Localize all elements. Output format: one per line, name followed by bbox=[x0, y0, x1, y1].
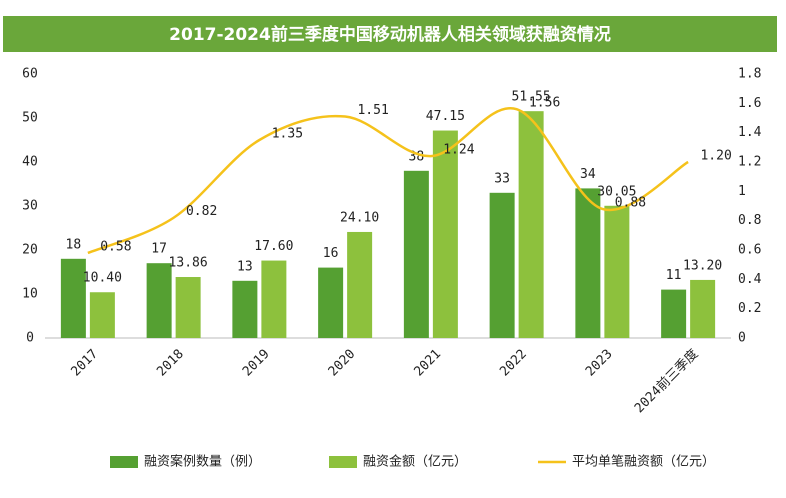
y-tick-label: 60 bbox=[22, 67, 38, 82]
line-value-label: 1.24 bbox=[443, 143, 474, 158]
bar-value-label: 10.40 bbox=[83, 271, 122, 286]
bar-value-label: 13.86 bbox=[169, 256, 208, 271]
y2-tick-label: 1.2 bbox=[738, 155, 761, 170]
bar-value-label: 11 bbox=[666, 268, 682, 283]
x-tick-label: 2017 bbox=[68, 347, 101, 380]
line-value-label: 1.51 bbox=[357, 103, 388, 118]
bar bbox=[347, 231, 373, 338]
bar bbox=[690, 279, 716, 338]
bar-value-label: 24.10 bbox=[340, 210, 379, 225]
x-tick-label: 2022 bbox=[497, 347, 530, 380]
legend-label: 融资案例数量（例） bbox=[144, 455, 261, 470]
bar bbox=[489, 192, 515, 338]
bar bbox=[432, 130, 458, 338]
chart-title: 2017-2024前三季度中国移动机器人相关领域获融资情况 bbox=[169, 24, 611, 45]
bar-value-label: 13 bbox=[237, 259, 253, 274]
bar-value-label: 17 bbox=[151, 242, 167, 257]
bar bbox=[661, 289, 687, 338]
bar bbox=[403, 170, 429, 338]
y-tick-label: 50 bbox=[22, 111, 38, 126]
bar bbox=[318, 267, 344, 338]
y2-tick-label: 1.6 bbox=[738, 96, 761, 111]
y-tick-label: 0 bbox=[26, 331, 34, 346]
bar bbox=[232, 280, 258, 338]
bar bbox=[60, 258, 86, 338]
x-tick-label: 2018 bbox=[154, 347, 187, 380]
line-value-label: 1.20 bbox=[700, 149, 731, 164]
y2-tick-label: 1 bbox=[738, 184, 746, 199]
y2-tick-label: 0.6 bbox=[738, 243, 761, 258]
bar bbox=[175, 277, 201, 338]
line bbox=[87, 107, 689, 255]
y2-tick-label: 0 bbox=[738, 331, 746, 346]
bar bbox=[604, 205, 630, 338]
bar bbox=[89, 292, 115, 338]
legend-label: 平均单笔融资额（亿元） bbox=[572, 454, 715, 470]
bar-value-label: 17.60 bbox=[254, 239, 293, 254]
x-tick-label: 2020 bbox=[326, 347, 359, 380]
y2-tick-label: 1.8 bbox=[738, 67, 761, 82]
bar-value-label: 47.15 bbox=[426, 109, 465, 124]
y-tick-label: 40 bbox=[22, 155, 38, 170]
bar-value-label: 51.55 bbox=[512, 90, 551, 105]
bar-value-label: 30.05 bbox=[597, 184, 636, 199]
y-tick-label: 30 bbox=[22, 199, 38, 214]
y2-tick-label: 0.4 bbox=[738, 272, 762, 287]
bar-value-label: 18 bbox=[66, 237, 82, 252]
legend-swatch bbox=[110, 456, 138, 468]
bar-value-label: 34 bbox=[580, 167, 596, 182]
bar bbox=[575, 188, 601, 338]
bar bbox=[518, 111, 544, 339]
bar-value-label: 13.20 bbox=[683, 258, 722, 273]
bar bbox=[146, 263, 172, 338]
y2-tick-label: 1.4 bbox=[738, 125, 762, 140]
bar bbox=[261, 260, 287, 338]
y-tick-label: 20 bbox=[22, 243, 38, 258]
line-value-label: 1.35 bbox=[272, 127, 303, 142]
title-banner bbox=[3, 16, 777, 52]
line-value-label: 0.88 bbox=[615, 195, 646, 210]
line-value-label: 0.82 bbox=[186, 204, 217, 219]
x-tick-label: 2024前三季度 bbox=[631, 346, 701, 416]
y2-tick-label: 0.8 bbox=[738, 213, 761, 228]
bar-value-label: 16 bbox=[323, 246, 339, 261]
legend-label: 融资金额（亿元） bbox=[363, 454, 467, 470]
y2-tick-label: 0.2 bbox=[738, 301, 761, 316]
bar-value-label: 33 bbox=[494, 171, 510, 186]
y-tick-label: 10 bbox=[22, 287, 38, 302]
line-value-label: 0.58 bbox=[100, 239, 131, 254]
line-value-label: 1.56 bbox=[529, 96, 560, 111]
legend-swatch bbox=[329, 456, 357, 468]
x-tick-label: 2021 bbox=[411, 347, 444, 380]
x-tick-label: 2019 bbox=[240, 347, 273, 380]
x-tick-label: 2023 bbox=[583, 347, 616, 380]
